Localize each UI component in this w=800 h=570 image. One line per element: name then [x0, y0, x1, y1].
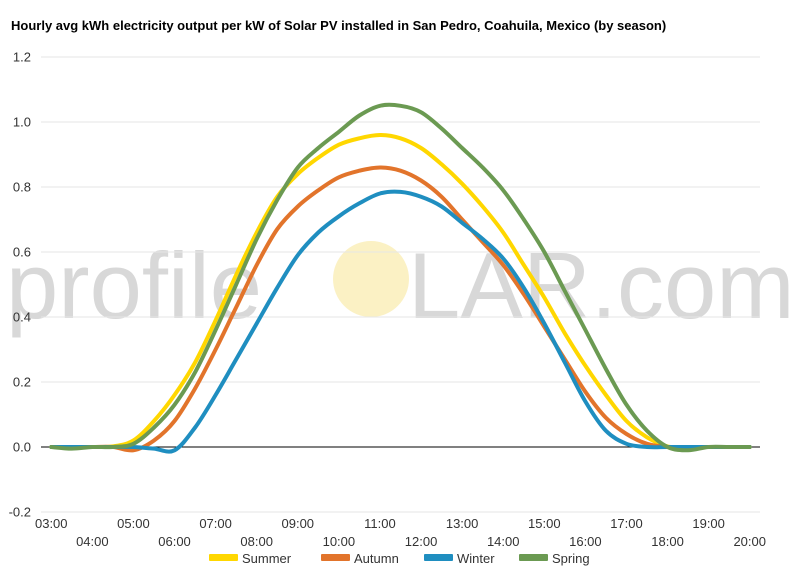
legend-label-autumn: Autumn	[354, 551, 399, 566]
x-tick-label: 11:00	[364, 516, 396, 531]
y-tick-label: 1.2	[13, 50, 31, 65]
series-line-winter	[49, 189, 752, 454]
x-tick-label: 05:00	[117, 516, 150, 531]
legend: Summer Autumn Winter Spring	[209, 551, 590, 566]
legend-swatch-spring	[519, 554, 548, 561]
y-tick-label: 0.4	[13, 310, 31, 325]
y-tick-label: -0.2	[9, 505, 31, 520]
y-tick-label: 0.8	[13, 180, 31, 195]
y-axis-ticks: 1.2 1.0 0.8 0.6 0.4 0.2 0.0 -0.2	[9, 50, 31, 520]
x-tick-label: 12:00	[405, 534, 438, 549]
x-tick-label: 18:00	[651, 534, 684, 549]
y-tick-label: 0.2	[13, 375, 31, 390]
x-tick-label: 03:00	[35, 516, 68, 531]
x-tick-label: 07:00	[199, 516, 232, 531]
x-tick-label: 10:00	[323, 534, 356, 549]
x-tick-label: 19:00	[692, 516, 725, 531]
x-tick-label: 16:00	[569, 534, 602, 549]
series-lines	[49, 102, 752, 454]
watermark: profile LAR.com	[6, 233, 795, 338]
legend-label-summer: Summer	[242, 551, 292, 566]
series-line-summer	[49, 133, 752, 450]
chart-title: Hourly avg kWh electricity output per kW…	[11, 18, 667, 33]
watermark-right-text: LAR.com	[408, 233, 795, 338]
legend-swatch-autumn	[321, 554, 350, 561]
x-tick-label: 20:00	[733, 534, 766, 549]
legend-label-spring: Spring	[552, 551, 590, 566]
x-tick-label: 13:00	[446, 516, 479, 531]
y-tick-label: 0.0	[13, 440, 31, 455]
series-line-autumn	[49, 165, 752, 453]
watermark-left-text: profile	[6, 233, 262, 338]
y-tick-label: 1.0	[13, 115, 31, 130]
legend-swatch-summer	[209, 554, 238, 561]
watermark-sun-icon	[333, 241, 409, 317]
y-tick-label: 0.6	[13, 245, 31, 260]
series-line-spring	[49, 102, 752, 453]
x-tick-label: 17:00	[610, 516, 643, 531]
legend-label-winter: Winter	[457, 551, 495, 566]
x-tick-label: 15:00	[528, 516, 561, 531]
x-tick-label: 04:00	[76, 534, 109, 549]
x-tick-label: 14:00	[487, 534, 520, 549]
x-tick-label: 06:00	[158, 534, 191, 549]
legend-swatch-winter	[424, 554, 453, 561]
x-tick-label: 08:00	[240, 534, 273, 549]
x-tick-label: 09:00	[282, 516, 315, 531]
x-axis-ticks: 03:00 04:00 05:00 06:00 07:00 08:00 09:00 10:00…	[35, 516, 766, 549]
